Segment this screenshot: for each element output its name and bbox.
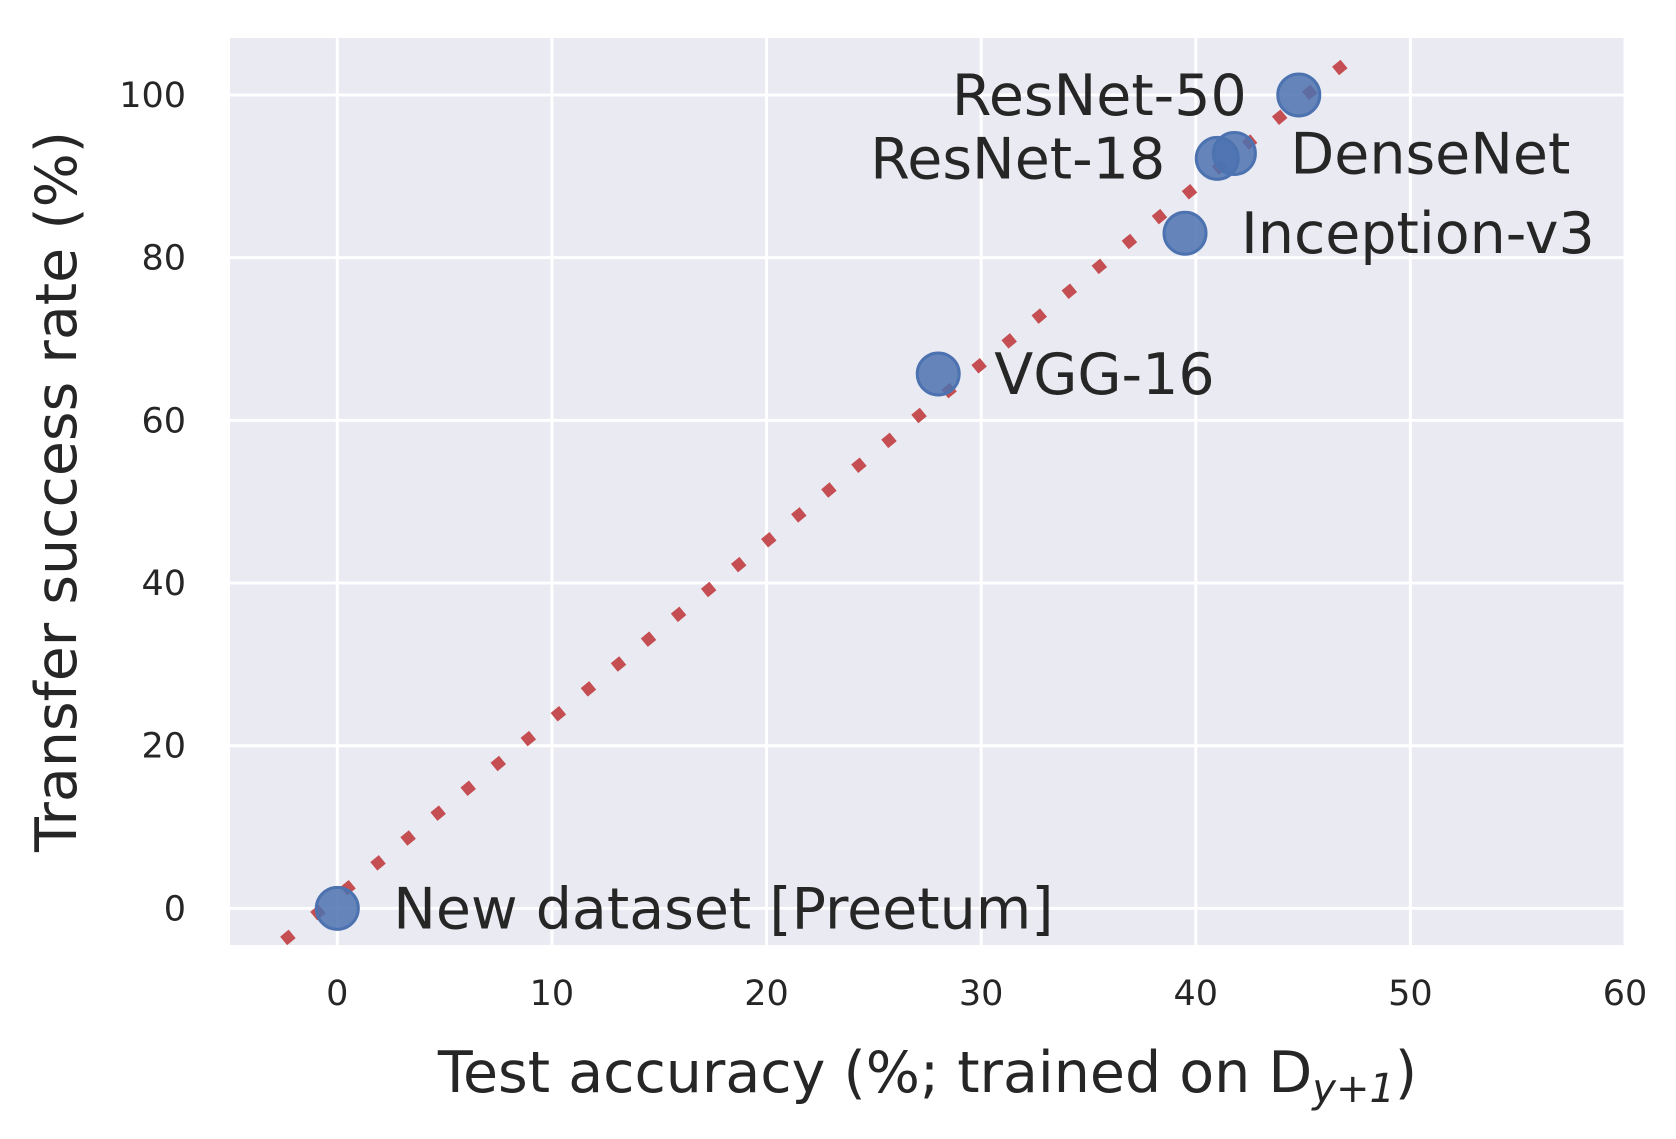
point-label: Inception-v3 — [1241, 201, 1595, 267]
tick-label-layer: 0 10 20 30 40 50 60 0 20 40 60 80 100 — [119, 76, 1647, 1014]
y-tick-label: 0 — [164, 889, 186, 929]
point-label: DenseNet — [1290, 122, 1570, 188]
data-point — [1276, 72, 1322, 118]
data-point — [915, 351, 961, 397]
point-label: VGG-16 — [994, 342, 1214, 408]
data-point — [314, 885, 360, 931]
point-label: ResNet-50 — [952, 63, 1247, 129]
x-tick-label: 10 — [530, 974, 575, 1014]
x-axis-title-suffix: ) — [1395, 1040, 1417, 1106]
data-point — [1211, 131, 1257, 177]
x-axis-title-subscript: y+1 — [1311, 1066, 1395, 1112]
y-tick-label: 60 — [141, 401, 186, 441]
y-axis-title: Transfer success rate (%) — [24, 131, 90, 853]
point-layer — [314, 72, 1322, 931]
x-tick-label: 60 — [1603, 974, 1648, 1014]
x-tick-label: 50 — [1388, 974, 1433, 1014]
point-label: New dataset [Preetum] — [393, 876, 1053, 942]
data-point — [1162, 210, 1208, 256]
plot-area — [230, 38, 1625, 945]
x-tick-label: 0 — [326, 974, 348, 1014]
point-label: ResNet-18 — [870, 126, 1165, 192]
x-tick-label: 30 — [959, 974, 1004, 1014]
x-axis-title-main: Test accuracy (%; trained on D — [437, 1040, 1312, 1106]
y-tick-label: 40 — [141, 564, 186, 604]
grid-lines — [230, 38, 1627, 945]
y-tick-label: 80 — [141, 239, 186, 279]
x-tick-label: 40 — [1173, 974, 1218, 1014]
x-tick-label: 20 — [744, 974, 789, 1014]
x-axis-title: Test accuracy (%; trained on Dy+1) — [437, 1040, 1417, 1112]
point-label-layer: New dataset [Preetum] VGG-16 Inception-v3 R… — [393, 63, 1594, 942]
y-tick-label: 20 — [141, 727, 186, 767]
y-tick-label: 100 — [119, 76, 186, 116]
